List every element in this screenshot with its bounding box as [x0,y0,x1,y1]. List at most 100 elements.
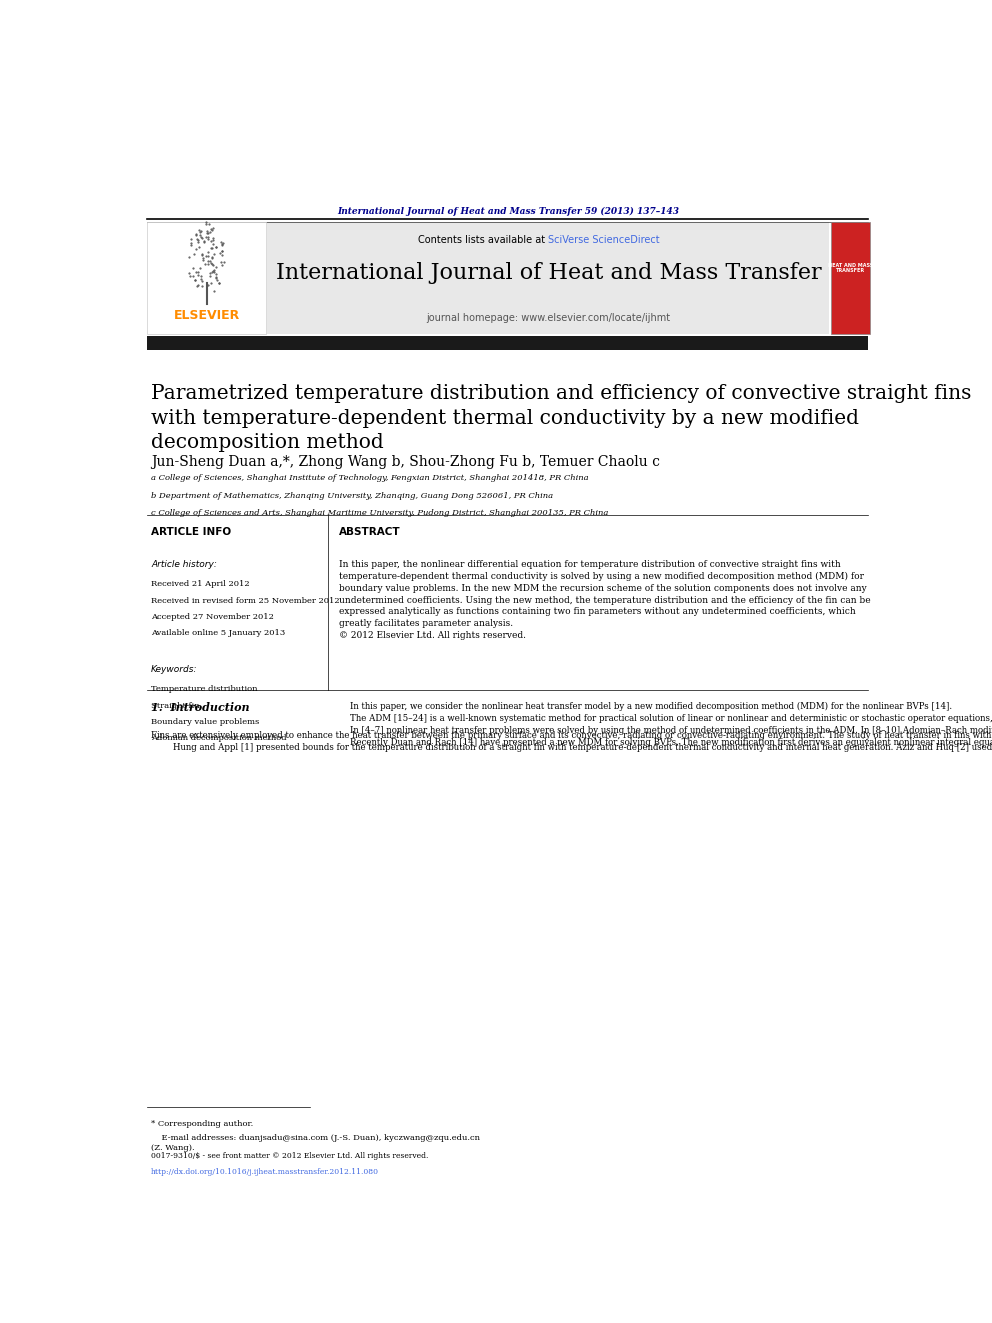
Point [183,235,198,257]
Point [187,269,203,290]
Point [187,224,203,245]
Text: Keywords:: Keywords: [151,665,197,673]
Point [213,251,229,273]
Point [200,241,216,262]
Point [205,218,221,239]
Point [215,232,231,253]
Point [203,230,219,251]
Text: ARTICLE INFO: ARTICLE INFO [151,528,231,537]
Text: Parametrized temperature distribution and efficiency of convective straight fins: Parametrized temperature distribution an… [151,385,971,452]
Point [189,230,205,251]
Point [194,243,210,265]
Point [183,266,198,287]
Point [214,245,230,266]
Point [198,213,214,234]
FancyBboxPatch shape [147,222,266,335]
Text: Adomian decomposition method: Adomian decomposition method [151,734,287,742]
Point [206,259,222,280]
Point [187,270,203,291]
Text: Fins are extensively employed to enhance the heat transfer between the primary s: Fins are extensively employed to enhance… [151,730,992,751]
FancyBboxPatch shape [831,222,870,335]
Point [192,225,208,246]
Text: Jun-Sheng Duan a,*, Zhong Wang b, Shou-Zhong Fu b, Temuer Chaolu c: Jun-Sheng Duan a,*, Zhong Wang b, Shou-Z… [151,455,660,470]
Point [206,243,222,265]
Point [192,221,208,242]
Point [202,263,218,284]
Point [206,262,222,283]
Text: Received 21 April 2012: Received 21 April 2012 [151,581,250,589]
Point [195,247,211,269]
Point [203,262,219,283]
Point [193,226,209,247]
Point [200,228,216,249]
Point [203,253,219,274]
Point [198,222,214,243]
FancyBboxPatch shape [268,222,829,335]
Point [194,228,210,249]
Point [182,262,197,283]
Text: Temperature distribution: Temperature distribution [151,685,258,693]
Point [208,237,224,258]
Point [204,254,220,275]
Point [205,229,221,250]
Point [198,246,214,267]
Point [187,224,203,245]
Point [205,261,221,282]
Point [204,247,220,269]
Text: b Department of Mathematics, Zhanqing University, Zhanqing, Guang Dong 526061, P: b Department of Mathematics, Zhanqing Un… [151,492,554,500]
Point [202,250,218,271]
Point [199,250,215,271]
Text: International Journal of Heat and Mass Transfer: International Journal of Heat and Mass T… [276,262,821,284]
Point [199,222,215,243]
Point [192,266,208,287]
Point [191,220,207,241]
Point [203,238,219,259]
Point [184,229,199,250]
Text: a College of Sciences, Shanghai Institute of Technology, Fengxian District, Shan: a College of Sciences, Shanghai Institut… [151,475,588,483]
Point [200,214,216,235]
Point [202,221,218,242]
Point [198,221,214,242]
Text: 0017-9310/$ - see front matter © 2012 Elsevier Ltd. All rights reserved.: 0017-9310/$ - see front matter © 2012 El… [151,1152,429,1160]
Point [208,266,224,287]
Text: 1.  Introduction: 1. Introduction [151,703,250,713]
Point [204,246,220,267]
Point [214,233,230,254]
Point [194,270,210,291]
Text: Boundary value problems: Boundary value problems [151,718,259,726]
Point [189,275,205,296]
Point [186,243,202,265]
Point [200,254,216,275]
Point [200,226,216,247]
Point [208,263,224,284]
Text: Straight fin: Straight fin [151,701,199,709]
Point [213,239,229,261]
Text: Contents lists available at: Contents lists available at [418,235,549,245]
Point [190,275,206,296]
Point [185,258,200,279]
Text: c College of Sciences and Arts, Shanghai Maritime University, Pudong District, S: c College of Sciences and Arts, Shanghai… [151,509,608,517]
Text: Received in revised form 25 November 2012: Received in revised form 25 November 201… [151,597,339,605]
Text: SciVerse ScienceDirect: SciVerse ScienceDirect [549,235,660,245]
Point [208,269,224,290]
Text: ELSEVIER: ELSEVIER [174,310,240,323]
Point [188,228,204,249]
Text: journal homepage: www.elsevier.com/locate/ijhmt: journal homepage: www.elsevier.com/locat… [427,314,671,323]
Point [200,275,216,296]
Text: In this paper, we consider the nonlinear heat transfer model by a new modified d: In this paper, we consider the nonlinear… [339,703,992,746]
Point [207,267,223,288]
Point [192,221,208,242]
Point [188,262,204,283]
Point [205,280,221,302]
Point [207,237,223,258]
Point [202,265,218,286]
FancyBboxPatch shape [147,336,868,349]
Point [214,255,230,277]
Point [197,253,213,274]
Point [205,234,221,255]
Point [192,257,208,278]
Text: In this paper, the nonlinear differential equation for temperature distribution : In this paper, the nonlinear differentia… [339,560,871,640]
Point [182,246,197,267]
Text: ABSTRACT: ABSTRACT [339,528,401,537]
Point [196,232,212,253]
